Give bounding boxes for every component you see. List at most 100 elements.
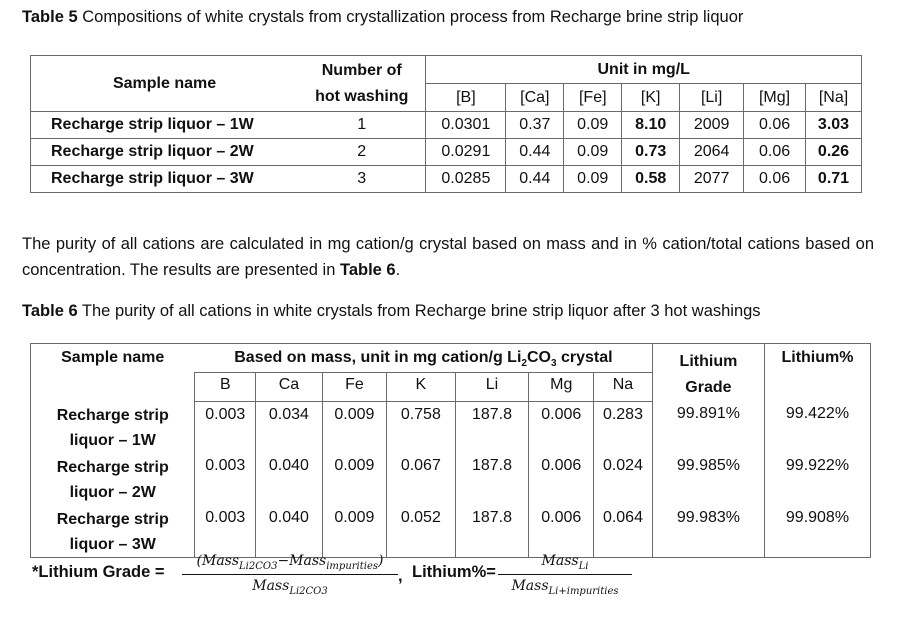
table6-cell: 0.006 bbox=[528, 453, 594, 505]
table5-header-number: Number of hot washing bbox=[298, 55, 426, 112]
table5-cell: 0.26 bbox=[805, 138, 862, 166]
table5-sample-name: Recharge strip liquor – 2W bbox=[51, 143, 254, 160]
table5-col-header: [Fe] bbox=[563, 83, 622, 112]
table5-cell: 2077 bbox=[679, 165, 744, 193]
table5-header-sample: Sample name bbox=[30, 55, 299, 112]
table6-cell: 0.283 bbox=[593, 401, 653, 453]
table6-cell: 0.024 bbox=[593, 453, 653, 505]
table6-cell: 187.8 bbox=[454, 505, 529, 558]
table5-row: Recharge strip liquor – 3W 3 0.0285 0.44 0.0… bbox=[31, 165, 862, 193]
table5-caption: Table 5 Compositions of white crystals f… bbox=[22, 8, 743, 27]
table5-sample-name: Recharge strip liquor – 3W bbox=[51, 170, 254, 187]
grade-num-c: ) bbox=[378, 553, 384, 569]
table6-cell: 0.052 bbox=[386, 505, 455, 558]
grade-num-b: −Mass bbox=[277, 553, 327, 569]
table5-header-unit: Unit in mg/L bbox=[425, 55, 862, 84]
table5-cell: 0.0301 bbox=[425, 111, 506, 139]
table5-header-number-line1: Number of bbox=[321, 61, 402, 79]
table6-header-mass: Based on mass, unit in mg cation/g Li2CO… bbox=[194, 343, 653, 374]
table6-sample-name-line2: liquor – 3W bbox=[69, 536, 156, 553]
table5-cell: 0.09 bbox=[563, 138, 622, 166]
table6-cell: 0.009 bbox=[321, 453, 387, 505]
table6-cell: 0.006 bbox=[528, 505, 594, 558]
table5-cell: 0.44 bbox=[505, 138, 564, 166]
table6-caption-label: Table 6 bbox=[22, 302, 78, 320]
pct-num-a: Mass bbox=[541, 553, 579, 569]
table6-header-grade-line2: Grade bbox=[685, 379, 732, 396]
table6-cell: 187.8 bbox=[454, 401, 529, 453]
pct-den-sub: Li+impurities bbox=[548, 585, 619, 597]
table6-cell: 0.040 bbox=[255, 505, 323, 558]
table5-cell: 2009 bbox=[679, 111, 744, 139]
table6-cell: 0.003 bbox=[194, 505, 256, 558]
table6-col-header: Mg bbox=[528, 372, 594, 402]
table5-col-header: [B] bbox=[425, 83, 506, 112]
grade-num-sub2: impurities bbox=[326, 560, 379, 572]
table6-cell: 0.067 bbox=[386, 453, 455, 505]
table6-cell: 0.040 bbox=[255, 453, 323, 505]
table6-sample-name-line1: Recharge strip bbox=[56, 459, 169, 476]
table6-grade: 99.985% bbox=[651, 453, 765, 505]
pct-label: Lithium%= bbox=[412, 563, 496, 581]
pct-den-a: Mass bbox=[511, 577, 549, 594]
table6-pct: 99.908% bbox=[763, 505, 871, 558]
paragraph-text: The purity of all cations are calculated… bbox=[22, 235, 874, 279]
table6-cell: 0.006 bbox=[528, 401, 594, 453]
table6-col-header: Fe bbox=[321, 372, 387, 402]
pct-num-sub: Li bbox=[578, 560, 589, 572]
pct-denominator: MassLi+impurities bbox=[498, 575, 632, 597]
table6-header-pct: Lithium% bbox=[763, 343, 871, 401]
table5-cell: 2064 bbox=[679, 138, 744, 166]
paragraph: The purity of all cations are calculated… bbox=[22, 231, 874, 283]
formula-comma: , bbox=[398, 567, 403, 585]
paragraph-end: . bbox=[395, 261, 401, 279]
table6-col-header: Ca bbox=[255, 372, 323, 402]
table5-col-header: [Li] bbox=[679, 83, 744, 112]
table6-cell: 0.009 bbox=[321, 401, 387, 453]
table6-cell: 0.003 bbox=[194, 453, 256, 505]
table6-row: Recharge strip liquor – 1W 0.003 0.034 0.009… bbox=[31, 401, 871, 453]
table6-row: Recharge strip liquor – 2W 0.003 0.040 0.009… bbox=[31, 453, 871, 505]
table5-col-header: [Mg] bbox=[743, 83, 806, 112]
grade-label: *Lithium Grade = bbox=[32, 563, 165, 581]
table6-header-grade-line1: Lithium bbox=[679, 353, 738, 370]
table6-sample-name: Recharge strip liquor – 1W bbox=[31, 401, 195, 453]
table5-sample-name: Recharge strip liquor – 1W bbox=[51, 116, 254, 133]
table5-col-header: [Na] bbox=[805, 83, 862, 112]
table5-cell: 8.10 bbox=[621, 111, 680, 139]
table6-caption-text: The purity of all cations in white cryst… bbox=[77, 302, 761, 320]
table5-header-number-line2: hot washing bbox=[315, 87, 409, 105]
table5-col-header: [K] bbox=[621, 83, 680, 112]
grade-num-a: (Mass bbox=[196, 553, 240, 569]
table5-cell: 0.06 bbox=[743, 111, 806, 139]
table6-sample-name: Recharge strip liquor – 3W bbox=[31, 505, 195, 558]
table6-sample-name-line2: liquor – 1W bbox=[69, 432, 156, 449]
table6-col-header: Li bbox=[454, 372, 529, 402]
grade-den-a: Mass bbox=[252, 577, 290, 594]
table6-grade: 99.983% bbox=[651, 505, 765, 558]
table6-sample-name-line2: liquor – 2W bbox=[69, 484, 156, 501]
table6-cell: 0.034 bbox=[255, 401, 323, 453]
paragraph-ref: Table 6 bbox=[339, 261, 396, 279]
table6-pct: 99.422% bbox=[763, 401, 871, 453]
table5-cell: 0.09 bbox=[563, 165, 622, 193]
grade-numerator: (MassLi2CO3−Massimpurities) bbox=[182, 553, 398, 575]
table5-cell: 0.37 bbox=[505, 111, 564, 139]
table6-grade: 99.891% bbox=[651, 401, 765, 453]
pct-fraction: MassLi MassLi+impurities bbox=[498, 553, 632, 597]
table6-header-mass-a: Based on mass, unit in mg cation/g Li bbox=[234, 349, 522, 366]
table6-cell: 0.009 bbox=[321, 505, 387, 558]
table5-cell: 3.03 bbox=[805, 111, 862, 139]
table6-pct: 99.922% bbox=[763, 453, 871, 505]
table5-cell: 0.06 bbox=[743, 138, 806, 166]
table6-header-mass-sub2: 3 bbox=[550, 358, 557, 370]
table6-col-header: Na bbox=[593, 372, 653, 402]
table6-header-mass-b: CO bbox=[526, 349, 551, 366]
table6-cell: 0.758 bbox=[386, 401, 455, 453]
table5-washing: 1 bbox=[357, 116, 367, 133]
table6-col-header: K bbox=[386, 372, 455, 402]
table5-cell: 0.58 bbox=[621, 165, 680, 193]
table5-row: Recharge strip liquor – 2W 2 0.0291 0.44 0.0… bbox=[30, 138, 862, 166]
table6-header-sample: Sample name bbox=[61, 349, 165, 366]
table6-header-mass-sub: 2 bbox=[521, 358, 527, 370]
